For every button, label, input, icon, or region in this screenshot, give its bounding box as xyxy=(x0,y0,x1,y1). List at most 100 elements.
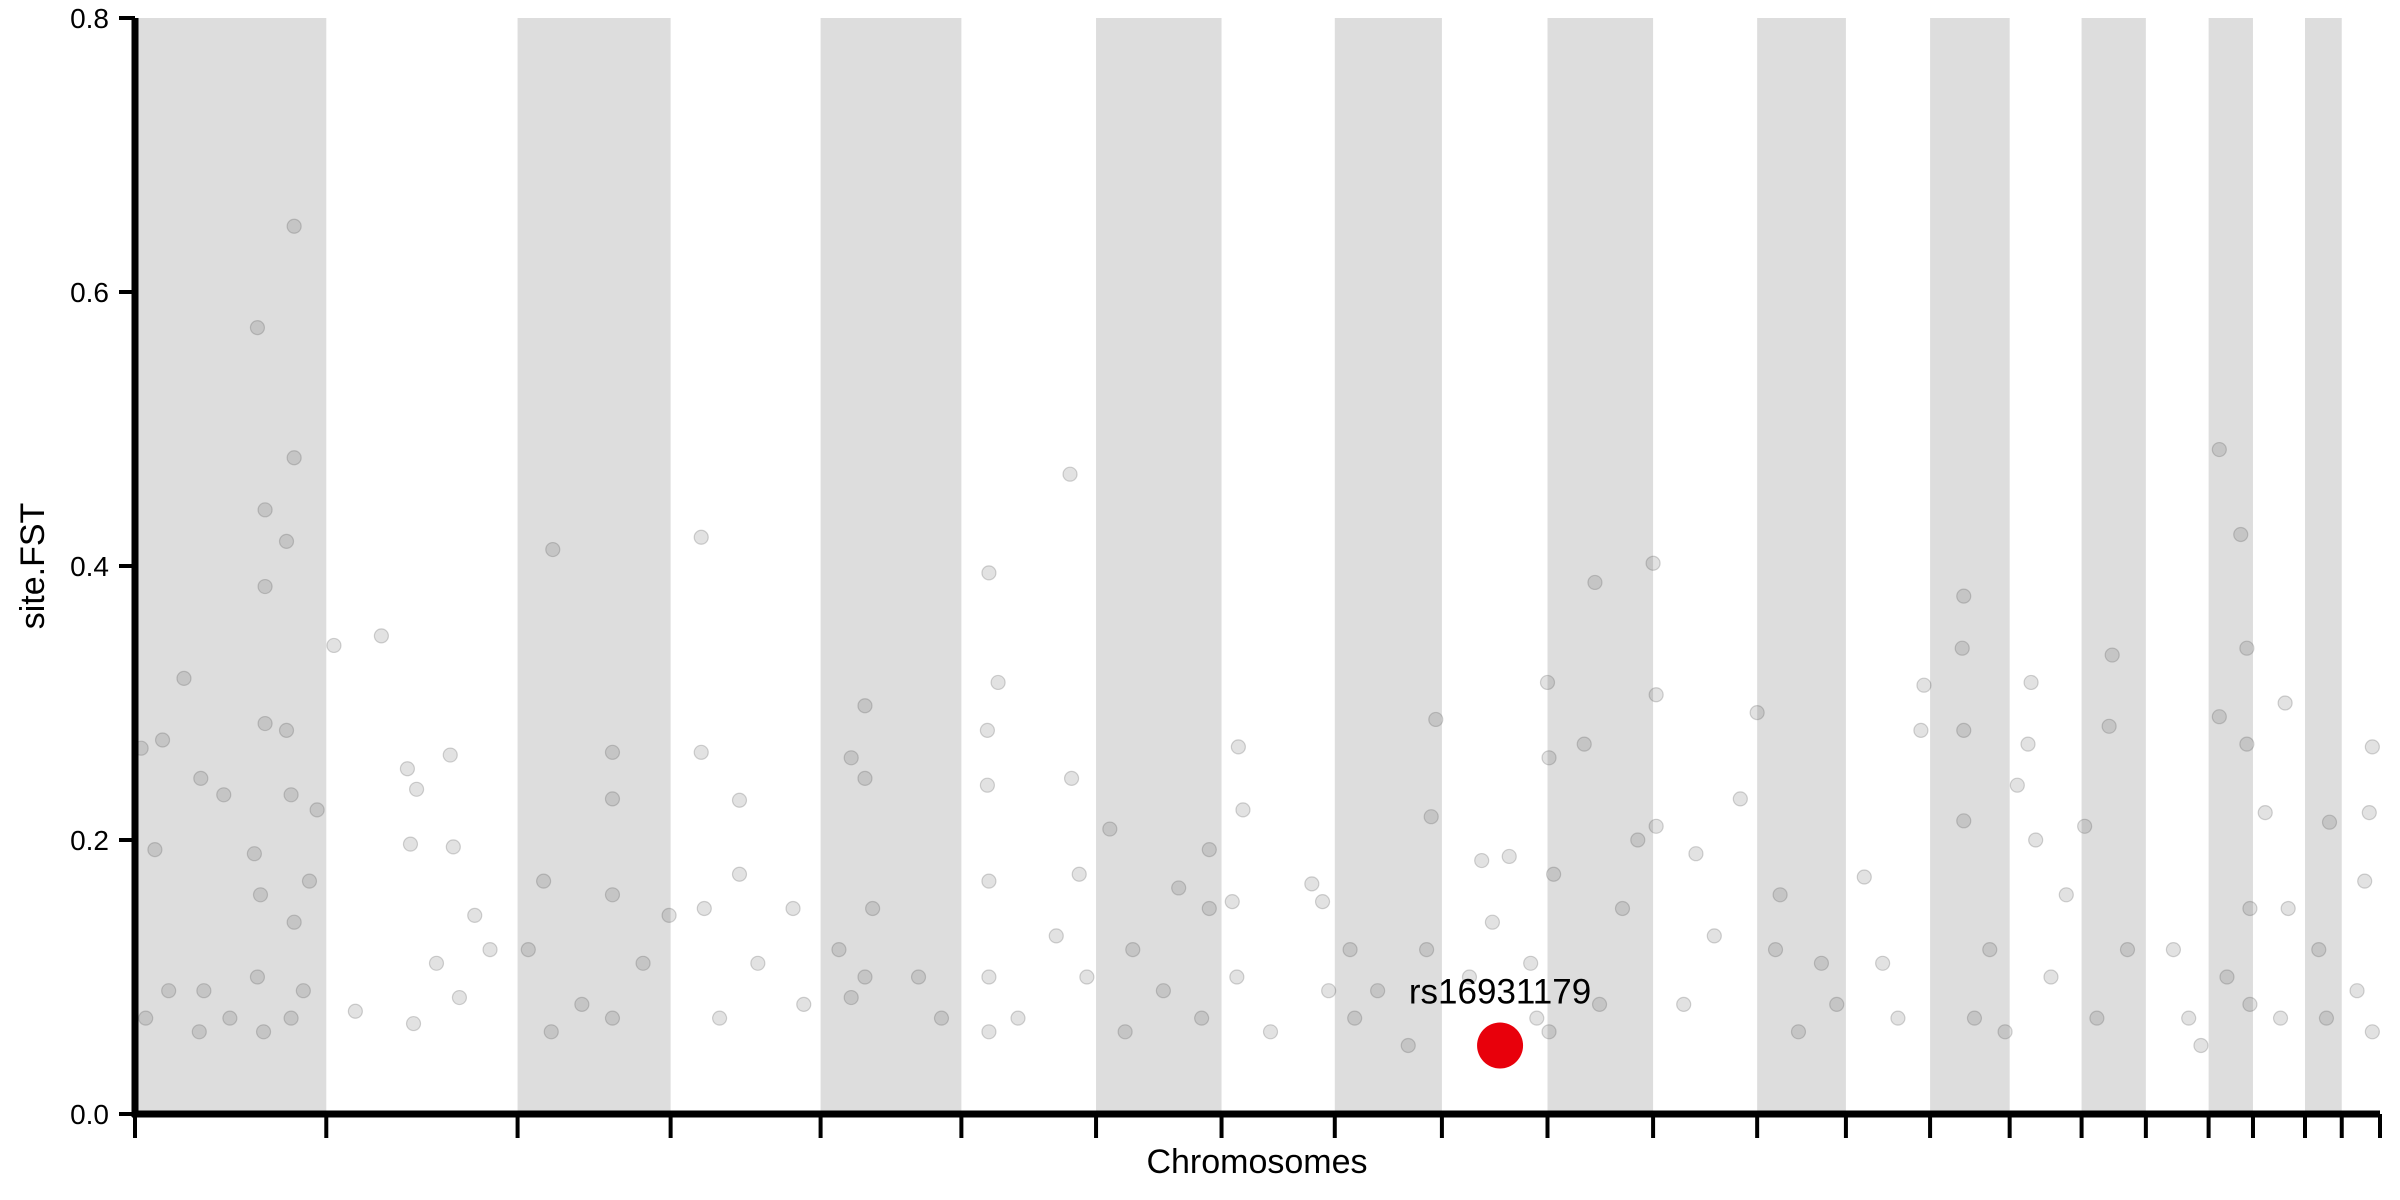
snp-point xyxy=(373,628,389,644)
snp-point xyxy=(981,565,997,581)
snp-point xyxy=(2023,674,2039,691)
snp-point xyxy=(2364,739,2380,755)
snp-point xyxy=(1048,928,1064,944)
snp-point xyxy=(1529,1010,1545,1026)
snp-point xyxy=(176,670,192,686)
snp-point xyxy=(1856,869,1872,885)
snp-point xyxy=(910,969,927,985)
highlight-label: rs16931179 xyxy=(1409,973,1591,1012)
snp-point xyxy=(1063,770,1080,786)
snp-point xyxy=(283,787,299,803)
snp-point xyxy=(1347,1010,1363,1026)
snp-point xyxy=(2009,777,2025,793)
chromosome-band xyxy=(1930,18,2010,1114)
snp-point xyxy=(979,722,995,739)
snp-point xyxy=(574,996,590,1013)
snp-point xyxy=(1400,1037,1416,1054)
snp-point xyxy=(604,791,621,807)
snp-point xyxy=(408,781,425,797)
snp-point xyxy=(1370,983,1386,999)
snp-point xyxy=(1230,739,1246,755)
chromosome-band xyxy=(1547,18,1654,1114)
snp-point xyxy=(843,989,859,1006)
snp-point xyxy=(402,836,419,852)
snp-point xyxy=(1648,818,1664,834)
snp-point xyxy=(1587,574,1603,591)
snp-point xyxy=(711,1010,728,1026)
snp-point xyxy=(286,218,302,234)
snp-point xyxy=(2311,941,2327,958)
snp-point xyxy=(257,715,273,732)
chromosome-band xyxy=(517,18,671,1114)
chromosome-band xyxy=(135,18,327,1114)
chromosome-band xyxy=(2208,18,2253,1114)
snp-point xyxy=(2104,647,2120,663)
snp-point xyxy=(1749,704,1765,721)
snp-point xyxy=(1474,852,1490,869)
snp-point xyxy=(1262,1024,1279,1040)
snp-point xyxy=(2364,1024,2380,1040)
snp-point xyxy=(283,1010,299,1026)
snp-point xyxy=(1645,555,1661,571)
snp-point xyxy=(981,873,997,889)
snp-point xyxy=(2119,941,2136,958)
snp-point xyxy=(2239,640,2255,656)
snp-point xyxy=(1010,1010,1026,1026)
snp-point xyxy=(520,941,536,958)
snp-point xyxy=(1732,791,1748,807)
snp-point xyxy=(2349,983,2365,999)
snp-point xyxy=(1171,880,1187,896)
snp-point xyxy=(1875,955,1891,971)
snp-point xyxy=(1614,900,1631,917)
snp-point xyxy=(1194,1010,1210,1026)
snp-point xyxy=(2272,1010,2289,1026)
snp-point xyxy=(1890,1010,1906,1026)
snp-point xyxy=(2239,736,2255,752)
snp-point xyxy=(1062,466,1078,482)
snp-point xyxy=(1304,876,1320,892)
snp-point xyxy=(1546,866,1562,882)
chromosome-band xyxy=(820,18,962,1114)
snp-point xyxy=(1772,887,1788,903)
snp-point xyxy=(1201,900,1217,917)
snp-point xyxy=(161,983,177,999)
snp-point xyxy=(1229,969,1245,985)
snp-point xyxy=(2219,969,2235,985)
snp-point xyxy=(1956,813,1972,829)
y-tick-label: 0.8 xyxy=(70,3,109,34)
snp-point xyxy=(2043,969,2059,985)
snp-point xyxy=(865,900,881,917)
snp-point xyxy=(857,969,873,985)
snp-point xyxy=(246,846,262,862)
snp-point xyxy=(1428,711,1444,728)
snp-point xyxy=(1155,983,1171,999)
snp-point xyxy=(796,996,812,1013)
snp-point xyxy=(138,1010,154,1026)
snp-point xyxy=(1916,677,1932,693)
y-tick-label: 0.0 xyxy=(70,1099,109,1130)
snp-point xyxy=(1706,928,1722,944)
snp-point xyxy=(635,955,651,971)
snp-point xyxy=(2361,804,2377,821)
snp-point xyxy=(981,969,997,985)
highlight-point xyxy=(1477,1022,1524,1069)
snp-point xyxy=(482,941,498,958)
snp-point xyxy=(661,907,677,923)
snp-point xyxy=(2318,1010,2335,1026)
y-axis-label: site.FST xyxy=(14,503,52,630)
snp-point xyxy=(196,983,212,999)
snp-point xyxy=(2101,718,2117,734)
snp-point xyxy=(1956,588,1972,604)
snp-point xyxy=(1523,955,1539,971)
snp-point xyxy=(979,777,995,793)
snp-point xyxy=(1539,674,1556,691)
snp-point xyxy=(1648,687,1664,703)
snp-point xyxy=(1224,894,1240,910)
snp-point xyxy=(1813,955,1830,971)
snp-point xyxy=(2028,832,2044,848)
snp-point xyxy=(731,866,748,882)
snp-point xyxy=(347,1003,363,1019)
snp-point xyxy=(147,841,163,858)
snp-point xyxy=(1423,809,1439,825)
snp-point xyxy=(1966,1010,1983,1026)
